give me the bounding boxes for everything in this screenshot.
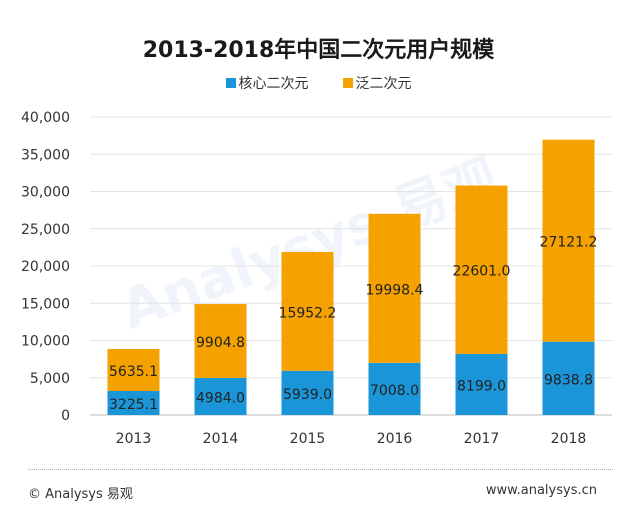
data-label: 5939.0	[283, 387, 332, 403]
bar-segment	[542, 139, 595, 342]
bar-segment	[542, 341, 595, 415]
data-label: 8199.0	[457, 378, 506, 394]
data-label: 7008.0	[370, 383, 419, 399]
x-tick-label: 2015	[290, 431, 326, 447]
bar-segment	[455, 353, 508, 415]
data-label: 15952.2	[279, 305, 337, 321]
y-tick-label: 35,000	[21, 147, 70, 163]
legend-item-general: 泛二次元	[342, 73, 412, 93]
y-tick-label: 5,000	[30, 371, 70, 387]
data-label: 27121.2	[540, 235, 598, 251]
data-label: 9838.8	[544, 372, 593, 388]
stacked-bar-chart: 0 5,000 10,000 15,000 20,000 25,000 30,000 35,0…	[21, 110, 612, 447]
data-label: 22601.0	[453, 264, 511, 280]
footer-divider	[28, 469, 613, 470]
x-tick-label: 2014	[203, 431, 239, 447]
x-tick-label: 2018	[551, 431, 587, 447]
y-tick-label: 10,000	[21, 334, 70, 350]
x-tick-label: 2013	[116, 431, 152, 447]
footer-copyright: © Analysys 易观	[28, 487, 133, 502]
x-tick-label: 2016	[377, 431, 413, 447]
bar-segment	[107, 390, 160, 415]
bar-segment	[194, 304, 247, 378]
y-tick-label: 15,000	[21, 296, 70, 312]
bar-segment	[281, 251, 334, 371]
chart-title: 2013-2018年中国二次元用户规模	[142, 38, 495, 63]
data-label: 19998.4	[366, 282, 424, 298]
y-tick-label: 30,000	[21, 185, 70, 201]
data-label: 4984.0	[196, 390, 245, 406]
legend: 核心二次元 泛二次元	[0, 73, 637, 93]
y-tick-label: 0	[61, 408, 70, 424]
bar-segment	[107, 348, 160, 391]
legend-label-core: 核心二次元	[238, 76, 309, 92]
footer-website: www.analysys.cn	[485, 483, 597, 498]
bar-segment	[281, 370, 334, 415]
data-label: 9904.8	[196, 335, 245, 351]
y-tick-label: 40,000	[21, 110, 70, 126]
y-tick-label: 20,000	[21, 259, 70, 275]
legend-swatch-core	[225, 78, 236, 88]
bar-segment	[368, 213, 421, 363]
legend-label-general: 泛二次元	[355, 76, 412, 92]
legend-item-core: 核心二次元	[225, 73, 309, 93]
bar-segment	[194, 377, 247, 415]
bar-segment	[368, 362, 421, 415]
legend-swatch-general	[342, 78, 353, 88]
data-label: 5635.1	[109, 364, 158, 380]
y-tick-label: 25,000	[21, 222, 70, 238]
bar-segment	[455, 185, 508, 354]
x-tick-label: 2017	[464, 431, 500, 447]
data-label: 3225.1	[109, 397, 158, 413]
